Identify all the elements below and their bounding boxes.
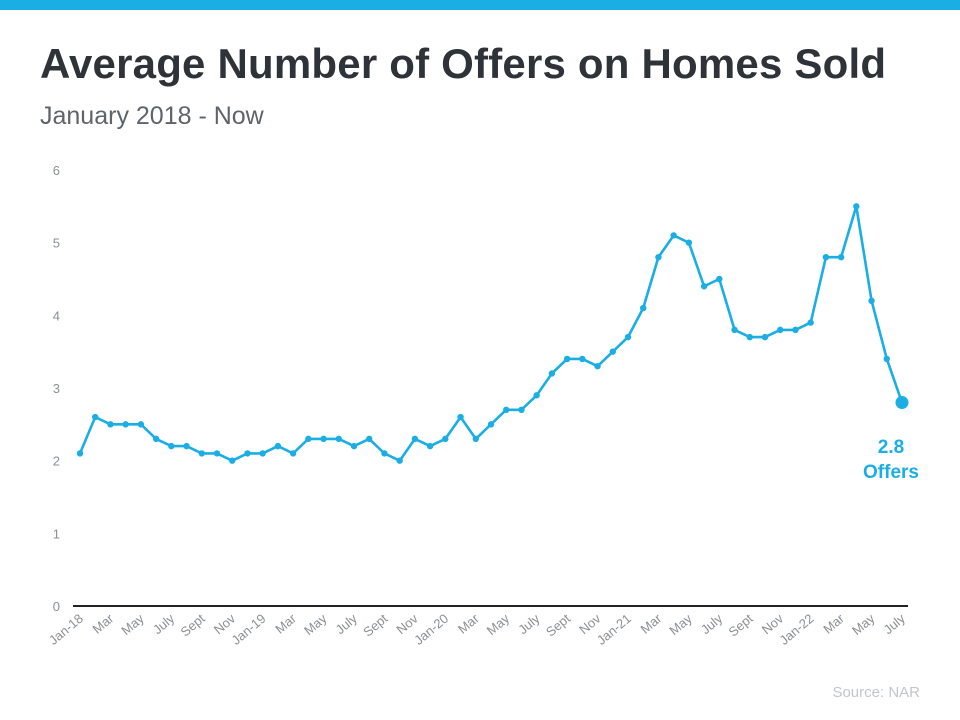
data-point bbox=[411, 435, 419, 443]
y-tick-label: 0 bbox=[53, 599, 60, 614]
data-point bbox=[883, 355, 890, 363]
y-tick-label: 1 bbox=[53, 526, 60, 541]
data-point bbox=[533, 392, 540, 399]
data-point bbox=[746, 333, 753, 341]
data-point bbox=[853, 203, 860, 210]
data-point bbox=[472, 435, 479, 443]
top-accent-bar bbox=[0, 0, 960, 10]
chart-subtitle: January 2018 - Now bbox=[40, 102, 264, 130]
data-point bbox=[594, 363, 601, 370]
callout-label: Offers bbox=[863, 462, 919, 483]
x-tick-label: May bbox=[118, 610, 147, 638]
data-point bbox=[609, 348, 616, 355]
x-tick-label: July bbox=[333, 610, 361, 637]
chart-title: Average Number of Offers on Homes Sold bbox=[40, 40, 887, 87]
x-tick-label: May bbox=[484, 610, 513, 638]
last-value-callout: 2.8 Offers bbox=[851, 435, 931, 485]
data-point bbox=[213, 450, 221, 457]
x-tick-label: Mar bbox=[90, 610, 117, 636]
data-point bbox=[350, 442, 358, 450]
data-point bbox=[152, 435, 160, 443]
x-tick-label: Sept bbox=[178, 611, 208, 640]
data-point bbox=[655, 254, 662, 261]
data-point bbox=[487, 421, 495, 428]
y-tick-label: 4 bbox=[53, 308, 60, 323]
y-tick-label: 2 bbox=[53, 454, 60, 469]
x-tick-label: July bbox=[515, 610, 543, 637]
data-point bbox=[822, 254, 830, 261]
x-tick-label: May bbox=[301, 610, 330, 638]
data-point bbox=[122, 421, 129, 428]
x-tick-label: Jan-21 bbox=[594, 611, 634, 648]
data-point bbox=[807, 319, 814, 326]
data-point bbox=[640, 304, 647, 312]
x-tick-label: Sept bbox=[543, 611, 573, 640]
data-point bbox=[837, 254, 845, 261]
last-data-point bbox=[895, 396, 909, 410]
data-point bbox=[381, 450, 388, 457]
data-point bbox=[503, 406, 510, 413]
data-point bbox=[548, 370, 556, 377]
data-point bbox=[731, 326, 738, 334]
data-point bbox=[183, 442, 190, 450]
x-tick-label: May bbox=[849, 610, 878, 638]
data-point bbox=[563, 355, 571, 363]
data-point bbox=[305, 435, 312, 443]
data-point bbox=[137, 421, 145, 428]
x-tick-label: July bbox=[698, 610, 726, 637]
data-point bbox=[320, 435, 327, 443]
data-point bbox=[700, 283, 708, 290]
x-tick-label: Jan-20 bbox=[411, 611, 451, 648]
y-tick-label: 6 bbox=[53, 163, 60, 178]
data-point bbox=[274, 442, 282, 450]
x-tick-label: Jan-18 bbox=[46, 611, 86, 648]
data-point bbox=[579, 355, 586, 363]
data-point bbox=[259, 450, 266, 457]
data-point bbox=[761, 333, 769, 341]
x-tick-label: Mar bbox=[820, 610, 847, 636]
data-point bbox=[716, 275, 723, 283]
data-point bbox=[198, 450, 205, 457]
callout-value: 2.8 bbox=[877, 437, 905, 458]
data-point bbox=[107, 421, 114, 428]
x-tick-label: May bbox=[666, 610, 695, 638]
x-tick-label: Mar bbox=[455, 610, 482, 636]
x-tick-label: Sept bbox=[360, 611, 390, 640]
x-tick-label: Jan-22 bbox=[777, 611, 817, 648]
data-point bbox=[868, 297, 875, 304]
data-point bbox=[685, 239, 693, 246]
data-point bbox=[366, 435, 373, 443]
x-tick-label: Mar bbox=[638, 610, 665, 636]
data-point bbox=[289, 450, 297, 457]
y-tick-label: 3 bbox=[53, 381, 60, 396]
source-note: Source: NAR bbox=[832, 684, 920, 701]
data-point bbox=[442, 435, 449, 443]
data-point bbox=[335, 435, 342, 443]
data-point bbox=[92, 413, 99, 421]
data-point bbox=[168, 442, 175, 450]
data-point bbox=[396, 457, 403, 464]
data-point bbox=[624, 333, 632, 341]
x-tick-label: Jan-19 bbox=[229, 611, 269, 648]
data-point bbox=[426, 442, 434, 450]
data-point bbox=[244, 450, 251, 457]
data-point bbox=[670, 232, 677, 239]
data-point bbox=[777, 326, 784, 334]
x-tick-label: Sept bbox=[726, 611, 756, 640]
data-point bbox=[457, 413, 464, 421]
data-point bbox=[229, 457, 236, 464]
y-tick-label: 5 bbox=[53, 236, 60, 251]
x-tick-label: July bbox=[150, 610, 178, 637]
data-point bbox=[792, 326, 799, 334]
data-point bbox=[76, 450, 84, 457]
x-tick-label: Mar bbox=[272, 610, 299, 636]
x-tick-label: July bbox=[881, 610, 909, 637]
data-point bbox=[518, 406, 525, 413]
